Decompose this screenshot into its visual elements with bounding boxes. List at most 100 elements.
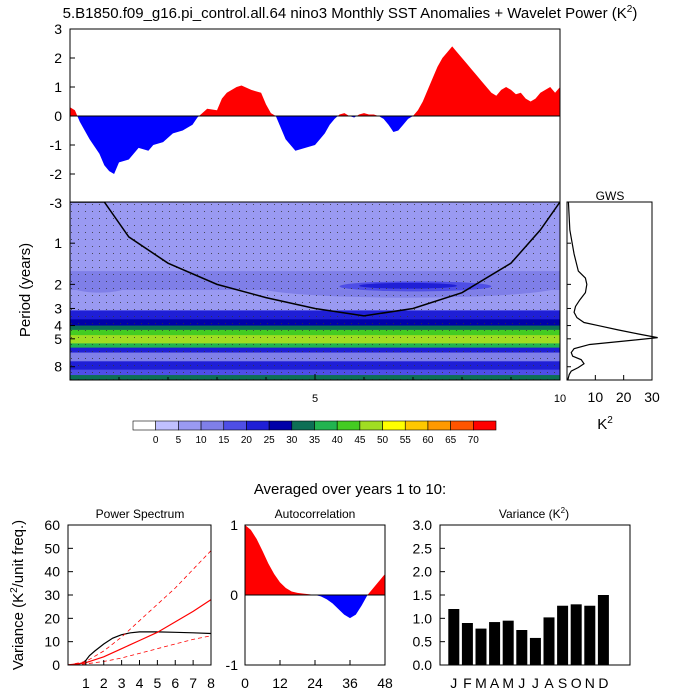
wavelet-xtick-label: 5 (312, 393, 318, 405)
wavelet-ytick-label: 8 (54, 359, 62, 375)
power-spectrum-panel: Power Spectrum 60 50 40 30 20 10 0 1 2 3 4 5 6 7 8 Var… (9, 507, 215, 691)
variance-bar (557, 605, 569, 665)
variance-bar (570, 604, 582, 665)
power-spectrum-ylabel: Variance (K2/unit freq.) (9, 520, 27, 670)
colorbar-swatch (132, 420, 156, 431)
sst-ytick-label: -2 (50, 166, 63, 182)
colorbar-label: 55 (400, 435, 412, 446)
gws-xtick-label: 20 (616, 389, 632, 405)
ps-xtick-label: 1 (82, 675, 90, 691)
variance-xtick-label: F (463, 675, 472, 691)
ps-xtick-label: 7 (189, 675, 197, 691)
variance-xtick-label: M (502, 675, 514, 691)
variance-ytick-label: 1.5 (413, 587, 433, 603)
colorbar-swatch (404, 420, 429, 431)
colorbar-swatch (178, 420, 202, 431)
colorbar-label: 25 (264, 435, 276, 446)
sst-positive-area (70, 46, 560, 116)
colorbar-label: 10 (196, 435, 208, 446)
variance-xtick-label: A (544, 675, 554, 691)
colorbar: 0 5 10 15 20 25 30 35 40 45 50 55 60 65 70 (132, 420, 497, 446)
cone-of-influence (70, 202, 560, 317)
colorbar-swatch (246, 420, 270, 431)
ac-xtick-label: 36 (342, 675, 358, 691)
colorbar-swatch (291, 420, 315, 431)
variance-xtick-label: M (475, 675, 487, 691)
colorbar-swatch (314, 420, 338, 431)
sst-ytick-label: 0 (54, 108, 62, 124)
sst-ytick-label: 3 (54, 21, 62, 37)
ps-xtick-label: 4 (136, 675, 144, 691)
colorbar-label: 70 (468, 435, 480, 446)
gws-xlabel: K2 (597, 415, 613, 433)
ac-xtick-label: 24 (307, 675, 323, 691)
power-spectrum-upper-confidence (68, 550, 211, 665)
ps-ytick-label: 50 (44, 540, 60, 556)
colorbar-swatch (336, 420, 361, 431)
colorbar-label: 0 (153, 435, 159, 446)
wavelet-ytick-label: 4 (54, 318, 62, 334)
wavelet-ylabel: Period (years) (17, 243, 34, 337)
power-spectrum-lower-confidence (68, 635, 211, 665)
colorbar-swatch (200, 420, 225, 431)
colorbar-label: 35 (309, 435, 321, 446)
colorbar-label: 60 (422, 435, 434, 446)
significance-stipple (70, 202, 560, 380)
power-spectrum-frame (67, 524, 212, 666)
colorbar-label: 20 (241, 435, 253, 446)
colorbar-label: 15 (218, 435, 230, 446)
variance-bar (529, 637, 541, 665)
sst-ytick-label: -3 (50, 195, 63, 211)
ps-xtick-label: 8 (207, 675, 215, 691)
ps-xtick-label: 5 (153, 675, 161, 691)
variance-bar (597, 595, 609, 665)
ps-ytick-label: 10 (44, 634, 60, 650)
variance-title: Variance (K2) (499, 506, 569, 521)
power-spectrum-title: Power Spectrum (96, 507, 185, 521)
gws-xtick-label: 30 (644, 389, 660, 405)
ps-xtick-label: 3 (118, 675, 126, 691)
variance-bar (461, 623, 473, 665)
colorbar-label: 40 (332, 435, 344, 446)
sst-ytick-label: -1 (50, 137, 63, 153)
variance-bar (489, 622, 501, 665)
variance-bar (516, 630, 528, 665)
variance-xtick-label: S (558, 675, 567, 691)
variance-ytick-label: 2.5 (413, 540, 433, 556)
variance-xtick-label: A (490, 675, 500, 691)
variance-bar (448, 609, 460, 665)
wavelet-ytick-label: 2 (54, 276, 62, 292)
variance-xtick-label: J (532, 675, 539, 691)
sst-anomaly-panel: 3 2 1 0 -1 -2 -3 (50, 21, 561, 211)
gws-title: GWS (596, 189, 625, 203)
ps-xtick-label: 6 (171, 675, 179, 691)
variance-ytick-label: 0.0 (413, 657, 433, 673)
colorbar-swatch (450, 420, 474, 431)
ac-ytick-label: 0 (230, 587, 238, 603)
colorbar-label: 45 (354, 435, 366, 446)
variance-xtick-label: D (598, 675, 608, 691)
power-spectrum-red-noise (68, 599, 211, 665)
variance-ytick-label: 0.5 (413, 634, 433, 650)
ac-ytick-label: 1 (230, 517, 238, 533)
variance-xtick-label: N (585, 675, 595, 691)
variance-ytick-label: 3.0 (413, 517, 433, 533)
autocorrelation-positive-area (245, 525, 385, 595)
autocorrelation-negative-area (245, 595, 385, 619)
ps-ytick-label: 40 (44, 564, 60, 580)
sst-ytick-label: 1 (54, 79, 62, 95)
gws-panel: GWS 10 20 30 K2 (566, 189, 660, 433)
colorbar-swatch (223, 420, 247, 431)
wavelet-ytick-label: 1 (54, 235, 62, 251)
variance-bar (584, 605, 596, 665)
wavelet-ytick-label: 5 (54, 331, 62, 347)
colorbar-label: 65 (445, 435, 457, 446)
ac-xtick-label: 0 (241, 675, 249, 691)
ps-ytick-label: 60 (44, 517, 60, 533)
colorbar-swatch (473, 420, 497, 431)
gws-line (567, 201, 658, 381)
variance-xtick-label: J (450, 675, 457, 691)
ac-xtick-label: 12 (272, 675, 288, 691)
